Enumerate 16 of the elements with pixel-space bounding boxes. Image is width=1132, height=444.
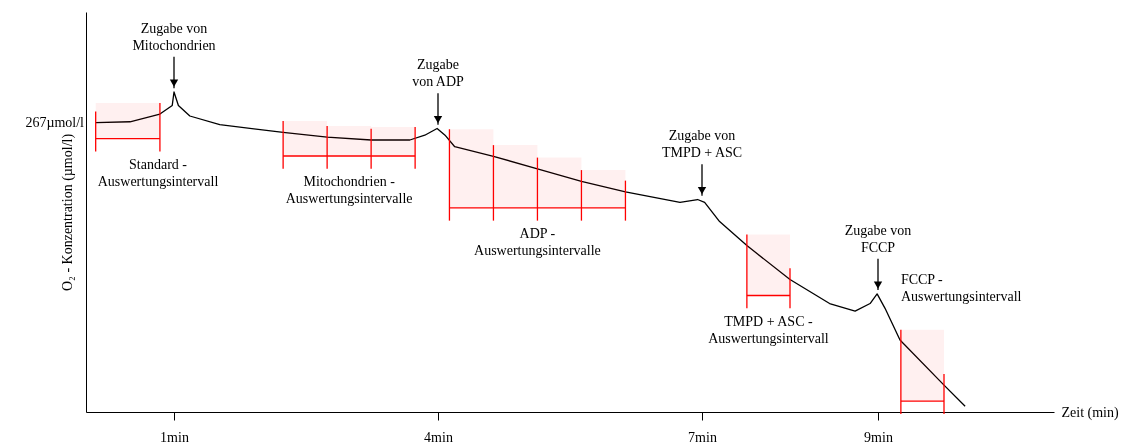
y-axis-title: O₂ - Konzentration (µmol/l)	[59, 133, 76, 292]
annotation: Zugabe von FCCP	[844, 222, 912, 255]
band-label: ADP - Auswertungsintervalle	[474, 226, 601, 259]
band-label: TMPD + ASC - Auswertungsintervall	[708, 313, 829, 346]
x-tick-label: 7min	[688, 429, 717, 444]
band-label: Standard - Auswertungsintervall	[97, 156, 219, 189]
annotation: Zugabe von TMPD + ASC	[661, 128, 743, 161]
x-axis-title: Zeit (min)	[1061, 404, 1119, 421]
band-label: Mitochondrien - Auswertungsintervalle	[285, 174, 413, 207]
x-tick-label: 9min	[864, 429, 893, 444]
annotation: Zugabe von ADP	[412, 57, 465, 90]
x-tick-label: 1min	[160, 429, 189, 444]
annotation: Zugabe von Mitochondrien	[132, 20, 216, 53]
band-label: FCCP - Auswertungsintervall	[900, 271, 1022, 304]
text: 267µmol/l	[25, 114, 85, 130]
x-tick-label: 4min	[424, 429, 453, 444]
